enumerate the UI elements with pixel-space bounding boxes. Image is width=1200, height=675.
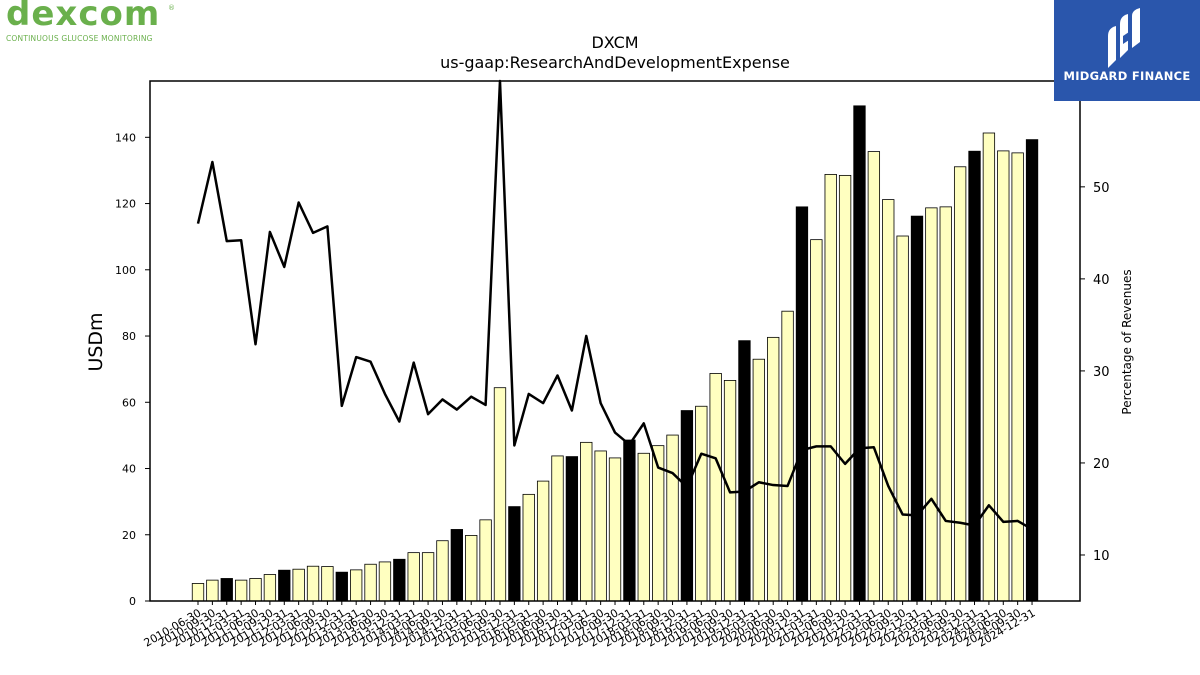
- y2-tick-label: 20: [1093, 457, 1110, 472]
- bar-2022-03-31: [867, 151, 881, 602]
- bar-2017-09-30: [608, 457, 622, 602]
- y2-tick-label: 30: [1093, 365, 1110, 380]
- bar-2011-09-30: [263, 574, 277, 602]
- bar-2012-03-31: [292, 568, 305, 602]
- bar-2016-09-30: [551, 455, 564, 602]
- bar-2014-03-31: [407, 552, 420, 602]
- bar-2017-03-31: [580, 441, 593, 602]
- bar-2022-12-31: [910, 215, 924, 602]
- y2-axis-ticks: 10 20 30 40 50: [1080, 181, 1110, 564]
- bar-2018-12-31: [680, 410, 694, 602]
- bar-2021-03-31: [810, 239, 823, 602]
- bar-2015-06-30: [479, 519, 492, 602]
- bar-2011-12-31: [278, 569, 291, 602]
- bar-2019-06-30: [709, 373, 722, 602]
- x-axis-ticks: 2010-06-302010-09-302010-12-312011-03-31…: [142, 601, 1038, 650]
- bar-2023-06-30: [939, 206, 952, 602]
- dexcom-wordmark: dexcom: [6, 0, 161, 34]
- bar-2014-12-31: [450, 529, 463, 602]
- bar-2018-09-30: [666, 434, 679, 602]
- bar-2011-03-31: [234, 579, 248, 602]
- bar-2021-12-31: [853, 105, 866, 602]
- y-tick-label: 100: [115, 264, 136, 277]
- bar-2024-03-31: [982, 132, 996, 602]
- bar-2020-03-31: [752, 358, 765, 602]
- bar-2018-03-31: [637, 452, 650, 602]
- bar-2023-09-30: [953, 166, 967, 602]
- y2-axis-label: Percentage of Revenues: [1120, 269, 1134, 414]
- bar-2020-12-31: [795, 206, 809, 602]
- chart-subtitle: us-gaap:ResearchAndDevelopmentExpense: [440, 53, 790, 72]
- y-tick-label: 0: [129, 595, 136, 608]
- bar-2024-09-30: [1011, 152, 1024, 602]
- y-axis-ticks: 0 20 40 60 80 100 120 140: [115, 131, 150, 608]
- bar-2017-06-30: [594, 450, 607, 602]
- y-tick-label: 40: [122, 463, 136, 476]
- y-tick-label: 60: [122, 396, 136, 409]
- bar-series: [191, 105, 1039, 602]
- bar-2021-06-30: [824, 173, 837, 602]
- dexcom-registered-mark: ®: [168, 4, 175, 12]
- bar-2013-06-30: [364, 563, 377, 602]
- bar-2021-09-30: [838, 174, 852, 602]
- bar-2016-03-31: [522, 493, 535, 602]
- bar-2014-06-30: [421, 552, 435, 602]
- percentage-line-series: [196, 79, 1033, 531]
- bar-2014-09-30: [436, 540, 449, 602]
- dexcom-tagline: CONTINUOUS GLUCOSE MONITORING: [6, 34, 153, 43]
- bar-2010-12-31: [220, 578, 233, 602]
- y-tick-label: 140: [115, 131, 136, 144]
- bar-2016-06-30: [536, 480, 550, 602]
- bar-2015-12-31: [508, 506, 521, 602]
- bar-2010-06-30: [191, 583, 205, 602]
- percentage-line: [196, 79, 1033, 531]
- chart-title: DXCM: [591, 33, 638, 52]
- bar-2011-06-30: [249, 578, 262, 602]
- midgard-finance-logo: MIDGARD FINANCE: [1054, 0, 1200, 101]
- bar-2022-09-30: [896, 235, 909, 602]
- bar-2020-06-30: [767, 336, 780, 602]
- y2-tick-label: 50: [1093, 181, 1110, 196]
- y2-tick-label: 10: [1093, 549, 1110, 564]
- y2-tick-label: 40: [1093, 273, 1110, 288]
- bar-2012-06-30: [306, 565, 320, 602]
- y-tick-label: 120: [115, 198, 136, 211]
- bar-2020-09-30: [781, 310, 794, 602]
- bar-2012-09-30: [321, 566, 334, 602]
- bar-2012-12-31: [335, 571, 348, 602]
- y-axis-label: USDm: [85, 312, 107, 371]
- midgard-finance-name: MIDGARD FINANCE: [1063, 69, 1191, 83]
- bar-2024-06-30: [997, 150, 1010, 602]
- bar-2022-06-30: [882, 199, 895, 602]
- bar-2023-03-31: [925, 207, 938, 602]
- bar-2017-12-31: [623, 439, 636, 602]
- bar-2013-09-30: [378, 561, 392, 602]
- bar-2019-03-31: [695, 405, 708, 602]
- y-tick-label: 20: [122, 529, 136, 542]
- midgard-emblem-icon: [1108, 8, 1140, 68]
- bar-2019-12-31: [738, 340, 751, 602]
- bar-2015-09-30: [493, 387, 507, 602]
- bar-2023-12-31: [968, 150, 981, 602]
- bar-2016-12-31: [565, 456, 579, 602]
- bar-2015-03-31: [465, 535, 478, 602]
- y-tick-label: 80: [122, 330, 136, 343]
- dexcom-logo: dexcom ® CONTINUOUS GLUCOSE MONITORING: [6, 0, 181, 48]
- bar-2024-12-31: [1025, 139, 1039, 602]
- bar-2010-09-30: [206, 579, 219, 602]
- bar-2013-03-31: [350, 569, 363, 602]
- bar-2013-12-31: [393, 558, 406, 602]
